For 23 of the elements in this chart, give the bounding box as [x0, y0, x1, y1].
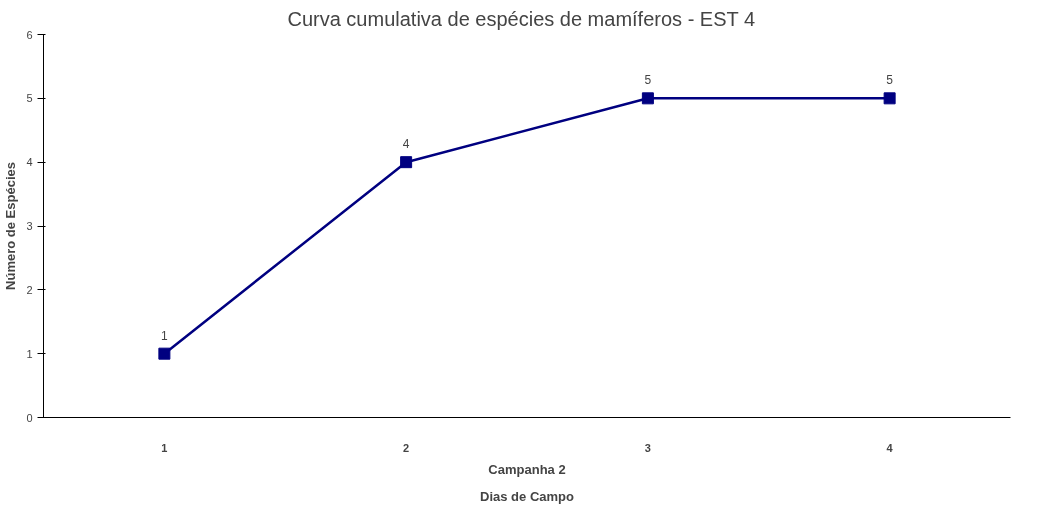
- x-tick-label: 3: [644, 441, 651, 454]
- data-label: 5: [644, 73, 652, 88]
- y-tick-label: 4: [26, 156, 33, 169]
- x-tick-label: 4: [886, 441, 894, 454]
- data-label: 5: [886, 73, 894, 88]
- y-tick-label: 6: [26, 28, 33, 41]
- data-label: 1: [161, 328, 169, 343]
- y-axis-title: Número de Espécies: [3, 162, 19, 290]
- x-axis-title: Dias de Campo: [480, 488, 575, 504]
- y-tick-label: 0: [26, 411, 33, 424]
- point: [158, 347, 171, 360]
- y-tick-label: 1: [26, 347, 33, 360]
- y-tick-label: 5: [26, 92, 33, 105]
- y-tick-label: 3: [26, 220, 33, 232]
- text: Campanha 2: [488, 461, 566, 477]
- x-tick-label: 1: [161, 441, 168, 454]
- y-tick-label: 2: [26, 283, 33, 296]
- chart-title: Curva cumulativa de espécies de mamíferos - EST 4: [287, 7, 756, 30]
- data-label: 4: [402, 137, 410, 152]
- point: [641, 92, 654, 105]
- point: [883, 92, 896, 105]
- point: [400, 156, 413, 169]
- x-tick-label: 2: [403, 441, 410, 454]
